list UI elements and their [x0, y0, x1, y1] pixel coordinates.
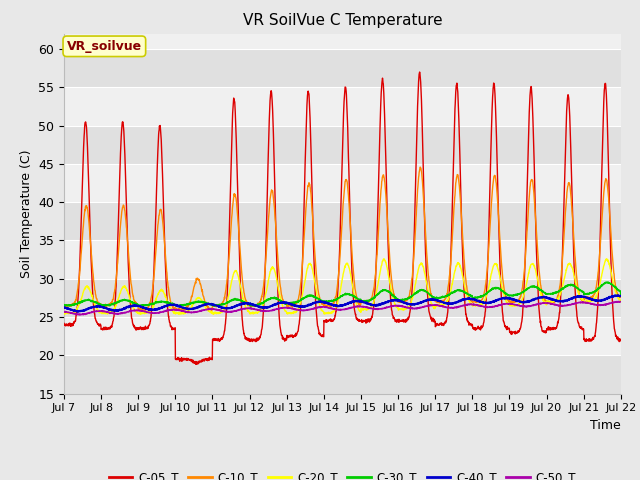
C-50_T [371, 306, 379, 312]
Bar [64, 202, 621, 240]
C-10_T [216, 302, 223, 308]
C-20_T [371, 296, 379, 302]
C-50_T [584, 300, 591, 306]
Bar [64, 164, 621, 202]
Line: C-40_T: C-40_T [64, 295, 621, 312]
C-10_T [617, 294, 625, 300]
Line: C-50_T: C-50_T [64, 301, 621, 315]
C-30_T [99, 303, 107, 309]
Bar [64, 317, 621, 355]
C-40_T [617, 293, 625, 299]
C-10_T [172, 308, 180, 313]
C-20_T [60, 311, 68, 316]
C-05_T [359, 319, 367, 324]
C-05_T [60, 321, 68, 326]
C-30_T [568, 282, 575, 288]
C-50_T [359, 304, 367, 310]
C-30_T [216, 302, 223, 308]
Legend: C-05_T, C-10_T, C-20_T, C-30_T, C-40_T, C-50_T: C-05_T, C-10_T, C-20_T, C-30_T, C-40_T, … [104, 466, 581, 480]
C-10_T [584, 295, 591, 301]
Title: VR SoilVue C Temperature: VR SoilVue C Temperature [243, 13, 442, 28]
Bar [64, 240, 621, 279]
C-50_T [615, 299, 623, 304]
C-40_T [568, 296, 575, 301]
C-10_T [359, 299, 367, 304]
C-40_T [359, 299, 367, 305]
Line: C-20_T: C-20_T [64, 259, 621, 314]
C-20_T [380, 256, 388, 262]
C-40_T [74, 309, 81, 314]
C-10_T [505, 298, 513, 303]
C-20_T [216, 311, 223, 316]
C-05_T [371, 290, 379, 296]
C-30_T [617, 291, 625, 297]
C-05_T [617, 338, 625, 344]
Y-axis label: Soil Temperature (C): Soil Temperature (C) [20, 149, 33, 278]
C-10_T [371, 277, 379, 283]
C-40_T [60, 305, 68, 311]
C-40_T [504, 296, 512, 301]
Bar [64, 355, 621, 394]
C-50_T [504, 301, 512, 307]
C-40_T [216, 304, 223, 310]
Line: C-10_T: C-10_T [64, 167, 621, 311]
C-50_T [617, 299, 625, 304]
C-50_T [216, 307, 223, 313]
C-05_T [568, 192, 576, 198]
C-20_T [359, 306, 367, 312]
C-20_T [568, 264, 576, 270]
C-05_T [584, 337, 591, 343]
C-40_T [614, 292, 622, 298]
C-20_T [505, 301, 513, 307]
Bar [64, 49, 621, 87]
C-40_T [371, 302, 379, 308]
C-10_T [568, 209, 576, 215]
C-10_T [60, 302, 68, 308]
C-05_T [505, 325, 513, 331]
C-30_T [371, 294, 379, 300]
Line: C-30_T: C-30_T [64, 282, 621, 306]
C-50_T [60, 309, 68, 314]
C-50_T [568, 301, 575, 307]
Text: VR_soilvue: VR_soilvue [67, 40, 142, 53]
C-30_T [504, 292, 512, 298]
C-05_T [193, 361, 200, 367]
Bar [64, 279, 621, 317]
C-20_T [209, 312, 217, 317]
Bar [64, 87, 621, 125]
C-05_T [416, 69, 424, 75]
C-30_T [604, 279, 611, 285]
C-40_T [584, 295, 591, 301]
C-20_T [584, 299, 591, 304]
C-30_T [359, 299, 367, 304]
C-05_T [216, 338, 223, 344]
Line: C-05_T: C-05_T [64, 72, 621, 364]
X-axis label: Time: Time [590, 419, 621, 432]
Bar [64, 125, 621, 164]
C-50_T [76, 312, 84, 318]
C-10_T [416, 164, 424, 170]
C-20_T [617, 299, 625, 305]
C-30_T [60, 302, 68, 308]
C-30_T [584, 291, 591, 297]
